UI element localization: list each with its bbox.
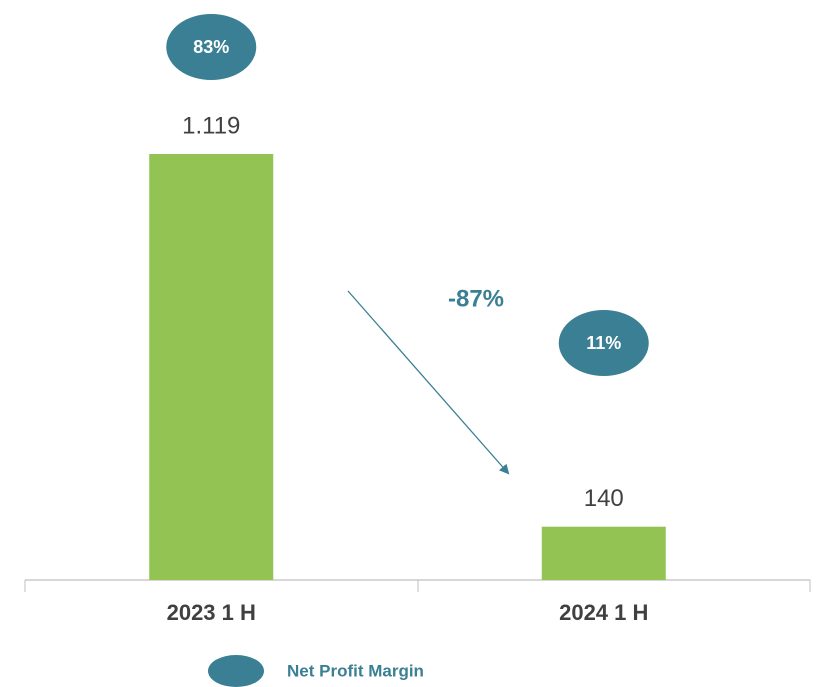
margin-label: 83% bbox=[193, 37, 229, 57]
legend-swatch bbox=[208, 655, 264, 687]
x-tick-label: 2023 1 H bbox=[167, 600, 256, 625]
value-label: 1.119 bbox=[182, 112, 240, 139]
bar bbox=[149, 154, 274, 580]
change-annotation: -87% bbox=[448, 285, 504, 312]
bar bbox=[541, 526, 666, 580]
change-arrow bbox=[347, 290, 510, 475]
margin-bubble bbox=[558, 310, 649, 376]
margin-bubble bbox=[166, 14, 257, 80]
value-label: 140 bbox=[584, 485, 624, 512]
margin-label: 11% bbox=[586, 333, 621, 353]
x-tick-label: 2024 1 H bbox=[559, 600, 648, 625]
legend-label: Net Profit Margin bbox=[287, 661, 424, 680]
